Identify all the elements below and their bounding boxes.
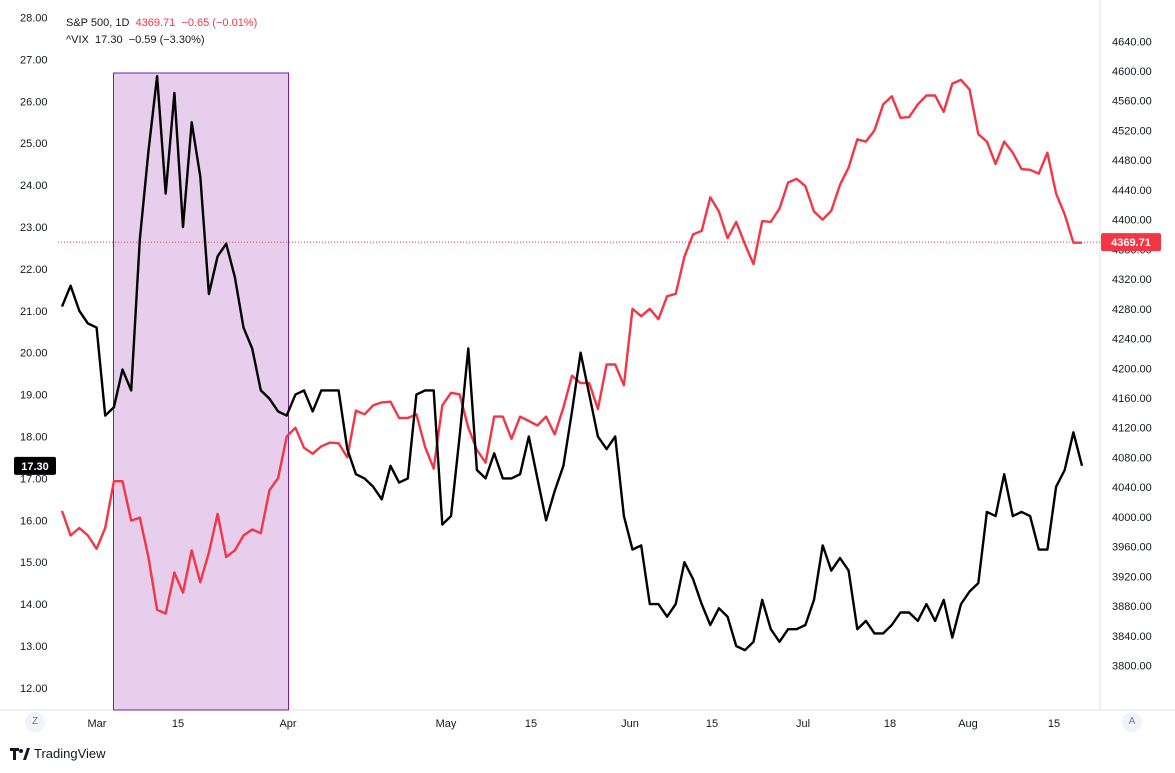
legend-sp500-value: 4369.71 <box>135 17 176 29</box>
sp500-price-tag: 4369.71 <box>1101 233 1161 252</box>
left-axis-tick-10: 18.00 <box>20 432 48 444</box>
time-axis-tick-3: May <box>436 718 457 730</box>
right-axis-tick-0: 4640.00 <box>1112 36 1152 48</box>
right-axis-tick-15: 4040.00 <box>1112 482 1152 494</box>
right-axis-tick-3: 4520.00 <box>1112 125 1152 137</box>
legend-sp500-symbol: S&P 500, 1D <box>66 17 130 29</box>
right-axis-tick-21: 3800.00 <box>1112 661 1152 673</box>
auto-scale-button[interactable]: A <box>1122 712 1142 732</box>
left-axis-tick-1: 27.00 <box>20 54 48 66</box>
right-axis-tick-4: 4480.00 <box>1112 155 1152 167</box>
right-axis-tick-16: 4000.00 <box>1112 512 1152 524</box>
right-axis[interactable]: 4640.00 4600.00 4560.00 4520.00 4480.00 4440.… <box>1112 36 1152 672</box>
right-axis-tick-13: 4120.00 <box>1112 423 1152 435</box>
tradingview-brand[interactable]: TradingView <box>10 746 106 761</box>
right-axis-tick-8: 4320.00 <box>1112 274 1152 286</box>
time-axis-tick-5: Jun <box>621 718 639 730</box>
right-axis-tick-6: 4400.00 <box>1112 215 1152 227</box>
legend-row-vix[interactable]: ^VIX 17.30 −0.59 (−3.30%) <box>66 32 257 49</box>
vix-price-tag: 17.30 <box>14 456 56 475</box>
chart-legend: S&P 500, 1D 4369.71 −0.65 (−0.01%) ^VIX … <box>66 15 257 49</box>
right-axis-tick-12: 4160.00 <box>1112 393 1152 405</box>
time-axis-tick-6: 15 <box>706 718 718 730</box>
right-axis-tick-9: 4280.00 <box>1112 304 1152 316</box>
left-axis-tick-0: 28.00 <box>20 13 48 25</box>
time-axis-tick-10: 15 <box>1048 718 1060 730</box>
legend-vix-value: 17.30 <box>95 34 123 46</box>
left-axis-tick-4: 24.00 <box>20 180 48 192</box>
legend-sp500-change: −0.65 (−0.01%) <box>181 17 258 29</box>
right-axis-tick-19: 3880.00 <box>1112 601 1152 613</box>
left-axis-tick-5: 23.00 <box>20 222 48 234</box>
time-axis[interactable]: Mar 15 Apr May 15 Jun 15 Jul 18 Aug 15 <box>88 718 1061 730</box>
left-axis[interactable]: 28.00 27.00 26.00 25.00 24.00 23.00 22.00 21.00… <box>20 13 48 695</box>
left-axis-tick-13: 15.00 <box>20 557 48 569</box>
right-axis-tick-2: 4560.00 <box>1112 96 1152 108</box>
legend-vix-change: −0.59 (−3.30%) <box>128 34 205 46</box>
left-axis-tick-2: 26.00 <box>20 96 48 108</box>
left-axis-tick-9: 19.00 <box>20 390 48 402</box>
time-axis-tick-4: 15 <box>525 718 537 730</box>
right-axis-tick-11: 4200.00 <box>1112 363 1152 375</box>
left-axis-tick-8: 20.00 <box>20 348 48 360</box>
left-axis-tick-12: 16.00 <box>20 515 48 527</box>
time-axis-tick-0: Mar <box>88 718 107 730</box>
time-axis-tick-7: Jul <box>796 718 810 730</box>
time-axis-tick-9: Aug <box>958 718 978 730</box>
sp500-price-tag-text: 4369.71 <box>1111 237 1151 249</box>
vix-price-tag-text: 17.30 <box>21 461 49 473</box>
time-axis-tick-8: 18 <box>884 718 896 730</box>
time-axis-tick-1: 15 <box>172 718 184 730</box>
right-axis-tick-14: 4080.00 <box>1112 452 1152 464</box>
right-axis-tick-18: 3920.00 <box>1112 571 1152 583</box>
left-axis-tick-7: 21.00 <box>20 306 48 318</box>
left-axis-tick-3: 25.00 <box>20 138 48 150</box>
left-axis-tick-6: 22.00 <box>20 264 48 276</box>
right-axis-tick-5: 4440.00 <box>1112 185 1152 197</box>
legend-vix-symbol: ^VIX <box>66 34 89 46</box>
legend-row-sp500[interactable]: S&P 500, 1D 4369.71 −0.65 (−0.01%) <box>66 15 257 32</box>
tradingview-label: TradingView <box>34 746 106 761</box>
right-axis-tick-1: 4600.00 <box>1112 66 1152 78</box>
vix-series-line <box>60 75 1084 652</box>
left-axis-tick-15: 13.00 <box>20 641 48 653</box>
zoom-button[interactable]: Z <box>25 712 45 732</box>
left-axis-tick-11: 17.00 <box>20 473 48 485</box>
tradingview-logo-icon <box>10 747 30 760</box>
right-axis-tick-10: 4240.00 <box>1112 334 1152 346</box>
left-axis-tick-14: 14.00 <box>20 599 48 611</box>
right-axis-tick-20: 3840.00 <box>1112 631 1152 643</box>
time-axis-tick-2: Apr <box>279 718 296 730</box>
left-axis-tick-16: 12.00 <box>20 683 48 695</box>
sp500-series-line <box>60 78 1082 615</box>
right-axis-tick-17: 3960.00 <box>1112 542 1152 554</box>
